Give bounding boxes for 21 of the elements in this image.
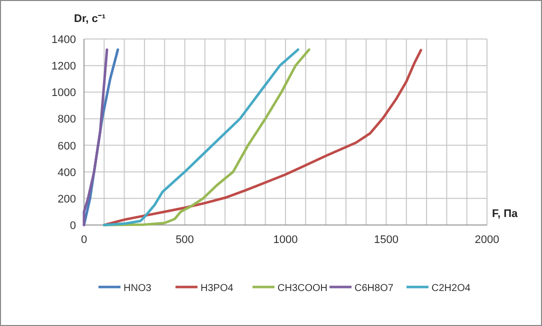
legend-label: CH3COOH — [278, 283, 328, 294]
y-tick-label: 800 — [58, 114, 76, 126]
legend-label: H3PO4 — [200, 283, 234, 294]
legend-label: C6H8O7 — [354, 283, 394, 294]
y-tick-label: 1000 — [52, 87, 76, 100]
legend-label: HNO3 — [124, 283, 152, 294]
y-tick-label: 0 — [70, 220, 76, 232]
y-tick-label: 1400 — [52, 34, 76, 46]
y-tick-label: 600 — [58, 140, 76, 152]
y-axis-title: Dr, с⁻¹ — [74, 13, 106, 25]
x-axis-title: F, Па — [492, 208, 519, 220]
legend-label: C2H2O4 — [432, 283, 471, 294]
y-tick-label: 200 — [58, 193, 76, 206]
x-tick-label: 0 — [80, 234, 88, 246]
x-tick-label: 2000 — [474, 234, 500, 246]
y-tick-label: 1200 — [52, 60, 76, 73]
x-tick-label: 1500 — [374, 234, 398, 246]
x-tick-label: 1000 — [273, 234, 298, 246]
line-series — [82, 48, 108, 226]
y-tick-label: 400 — [58, 166, 76, 179]
x-tick-label: 500 — [176, 234, 194, 246]
